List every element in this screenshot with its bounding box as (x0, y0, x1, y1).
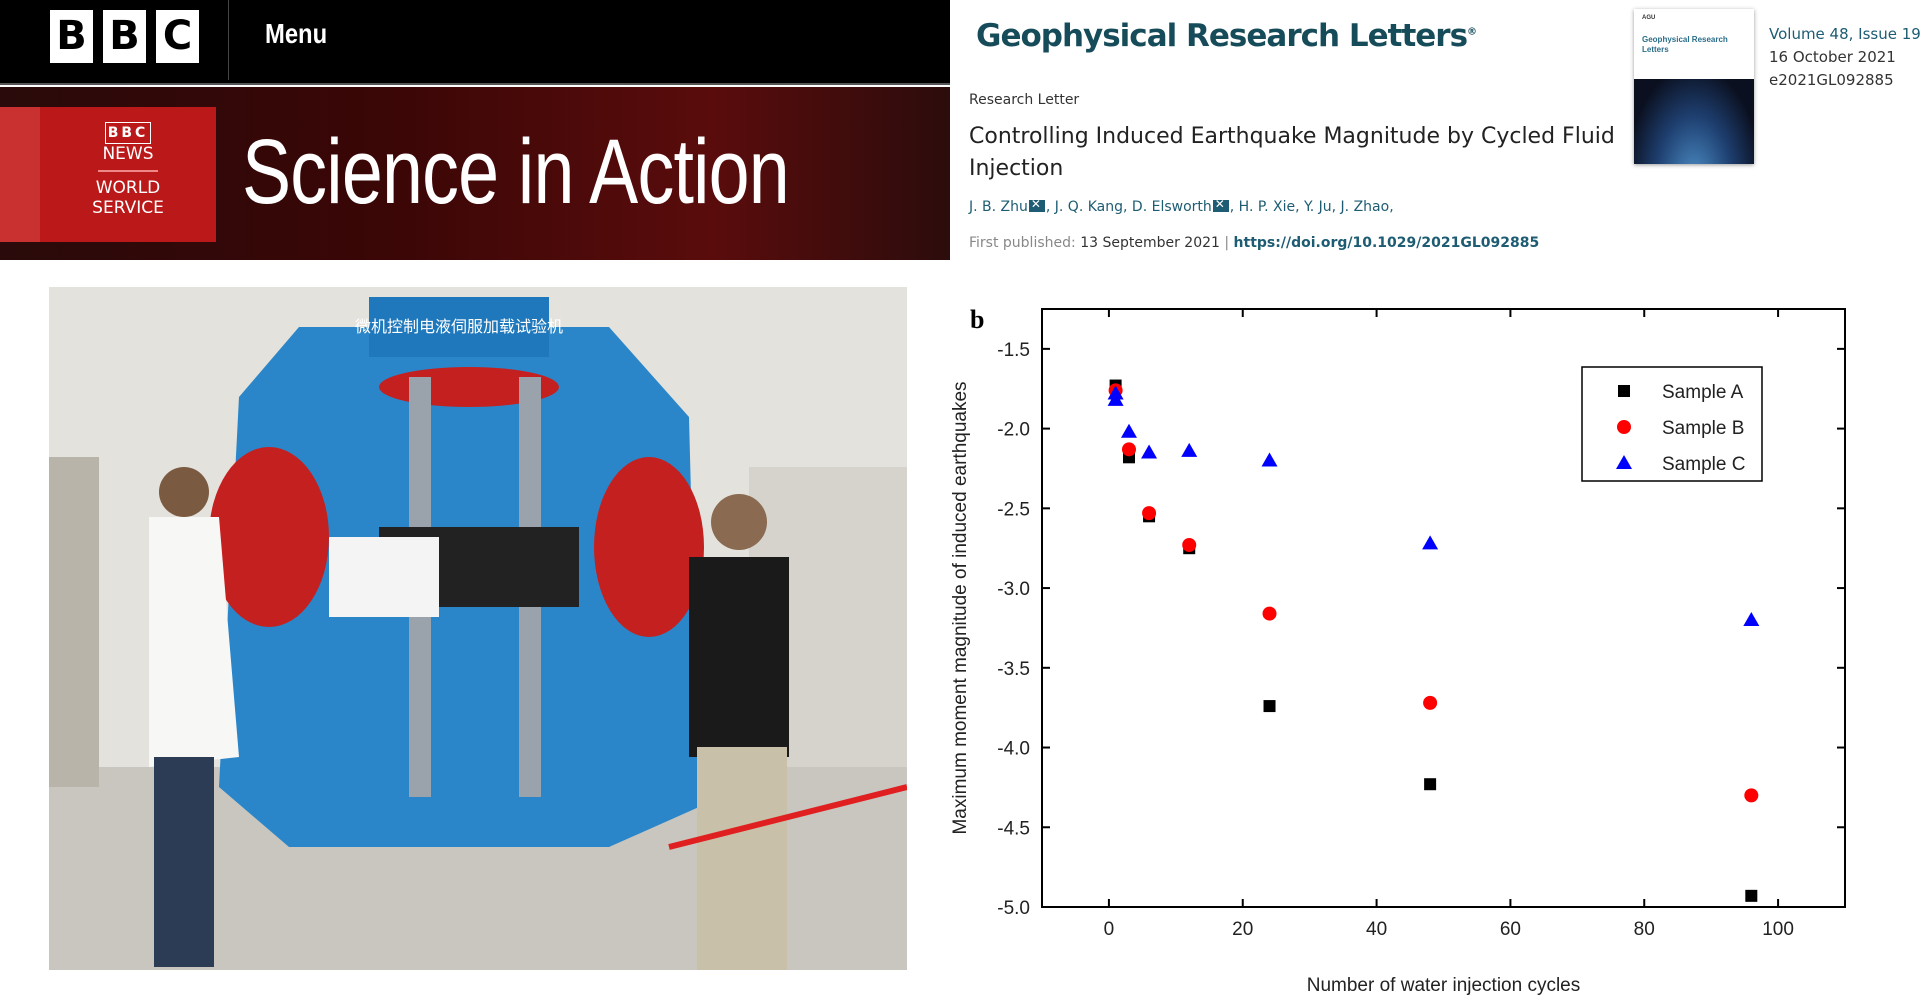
author-link[interactable]: H. P. Xie (1238, 199, 1296, 215)
bbc-logo-letter[interactable]: B (103, 10, 146, 63)
divider (228, 0, 229, 80)
author-link[interactable]: J. Zhao (1340, 199, 1390, 215)
y-tick-label: -2.0 (997, 420, 1030, 441)
legend-label: Sample C (1662, 454, 1745, 475)
data-point-sample-c (1743, 611, 1760, 626)
data-point-sample-c (1107, 391, 1124, 406)
ws-logo-world: WORLD (95, 178, 161, 198)
bbc-logo-letter[interactable]: B (50, 10, 93, 63)
journal-title[interactable]: Geophysical Research Letters® (976, 18, 1477, 54)
menu-button[interactable]: Menu (265, 18, 328, 49)
article-title: Controlling Induced Earthquake Magnitude… (969, 124, 1615, 181)
x-tick-label: 0 (1104, 919, 1115, 940)
plot-frame (1041, 308, 1846, 908)
data-point-sample-c (1181, 442, 1198, 457)
cover-title: Geophysical Research Letters (1642, 35, 1728, 54)
lab-photo: 微机控制电液伺服加载试验机 (49, 287, 907, 970)
data-point-sample-a (1263, 700, 1276, 713)
machine-sign: 微机控制电液伺服加载试验机 (355, 318, 563, 336)
bbc-header: B B C Menu (0, 0, 950, 85)
article-id: e2021GL092885 (1769, 71, 1894, 89)
y-tick-label: -5.0 (997, 898, 1030, 919)
data-point-sample-b (1423, 695, 1438, 710)
ws-logo-news: NEWS (102, 144, 154, 164)
bbc-logo-letter[interactable]: C (156, 10, 199, 63)
panel-label: b (970, 305, 984, 334)
data-point-sample-a (1745, 889, 1758, 902)
issue-date: 16 October 2021 (1769, 48, 1896, 66)
data-point-sample-b (1182, 538, 1197, 553)
legend-label: Sample B (1662, 418, 1744, 439)
data-point-sample-c (1141, 444, 1158, 459)
y-axis-label: Maximum moment magnitude of induced eart… (950, 381, 971, 834)
author-link[interactable]: J. B. Zhu (969, 199, 1028, 215)
first-published-date: 13 September 2021 (1080, 235, 1220, 251)
ws-logo-service: SERVICE (92, 198, 164, 218)
legend-marker (1616, 455, 1632, 469)
x-tick-label: 20 (1232, 919, 1253, 940)
y-tick-label: -2.5 (997, 499, 1030, 520)
article-type: Research Letter (969, 92, 1080, 108)
data-point-sample-a (1424, 778, 1437, 791)
y-tick-label: -1.5 (997, 340, 1030, 361)
first-published-label: First published: (969, 235, 1076, 251)
legend-marker (1618, 385, 1630, 397)
journal-cover[interactable]: AGU Geophysical Research Letters (1634, 9, 1754, 164)
author-link[interactable]: J. Q. Kang (1054, 199, 1124, 215)
x-tick-label: 40 (1366, 919, 1387, 940)
journal-name: Geophysical Research Letters (976, 18, 1468, 54)
data-point-sample-c (1261, 452, 1278, 467)
data-point-sample-b (1262, 606, 1277, 621)
data-point-sample-c (1422, 535, 1439, 550)
x-axis-label: Number of water injection cycles (1307, 975, 1581, 996)
cover-org: AGU (1642, 15, 1656, 21)
x-tick-label: 100 (1762, 919, 1794, 940)
doi-link[interactable]: https://doi.org/10.1029/2021GL092885 (1233, 235, 1540, 251)
mail-icon[interactable] (1212, 197, 1229, 212)
legend-marker (1617, 420, 1631, 434)
y-tick-label: -4.0 (997, 739, 1030, 760)
world-service-logo[interactable]: BBC NEWS WORLD SERVICE (0, 107, 216, 242)
y-tick-label: -3.5 (997, 659, 1030, 680)
data-point-sample-b (1744, 788, 1759, 803)
magnitude-scatter-chart: 0 20 40 60 80 100 -1.5 -2.0 -2.5 -3.0 -3.5 -4.0 -4.5… (950, 305, 1846, 996)
author-link[interactable]: D. Elsworth (1131, 199, 1212, 215)
volume-link[interactable]: Volume 48, Issue 19 (1769, 25, 1920, 43)
ws-logo-bbc: BBC (104, 122, 152, 144)
y-tick-label: -4.5 (997, 818, 1030, 839)
x-tick-label: 80 (1634, 919, 1655, 940)
mail-icon[interactable] (1028, 197, 1045, 212)
show-title: Science in Action (242, 121, 790, 223)
y-tick-label: -3.0 (997, 579, 1030, 600)
author-link[interactable]: Y. Ju (1304, 199, 1332, 215)
publication-info: First published: 13 September 2021 | htt… (969, 235, 1540, 251)
x-tick-label: 60 (1500, 919, 1521, 940)
data-point-sample-b (1142, 506, 1157, 521)
author-list: J. B. Zhu, J. Q. Kang, D. Elsworth, H. P… (969, 197, 1394, 215)
legend (1581, 366, 1763, 482)
data-point-sample-b (1121, 442, 1136, 457)
legend-label: Sample A (1662, 382, 1744, 403)
data-point-sample-c (1120, 423, 1137, 438)
programme-banner: BBC NEWS WORLD SERVICE Science in Action (0, 87, 950, 260)
